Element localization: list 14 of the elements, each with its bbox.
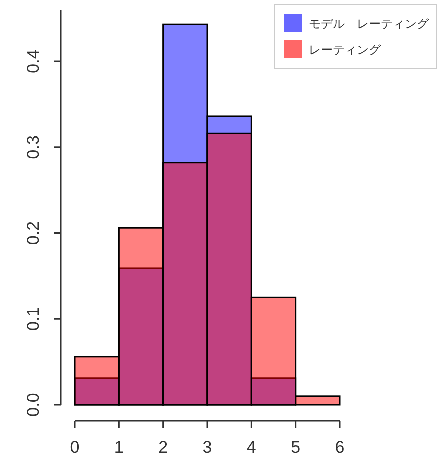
x-tick-label: 5 — [291, 438, 301, 457]
x-tick-label: 3 — [202, 438, 212, 457]
y-tick-label: 0.2 — [24, 221, 43, 246]
y-tick-label: 0.4 — [24, 50, 43, 74]
legend-label: モデル レーティング — [309, 17, 430, 31]
y-tick-label: 0.0 — [24, 393, 43, 417]
x-tick-label: 2 — [158, 438, 168, 457]
x-tick-label: 6 — [335, 438, 345, 457]
y-tick-label: 0.3 — [24, 136, 43, 160]
legend-label: レーティング — [309, 43, 382, 57]
y-tick-label: 0.1 — [24, 307, 43, 331]
x-tick-label: 0 — [70, 438, 80, 457]
x-tick-label: 1 — [114, 438, 124, 457]
x-tick-label: 4 — [246, 438, 256, 457]
